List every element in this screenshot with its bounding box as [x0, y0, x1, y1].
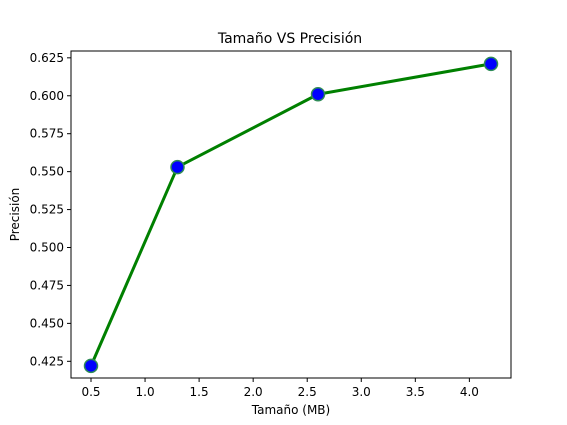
- x-axis-label: Tamaño (MB): [251, 403, 330, 417]
- x-tick-label: 0.5: [81, 385, 100, 399]
- data-point: [83, 358, 99, 374]
- y-tick-label: 0.450: [30, 316, 64, 330]
- y-tick-label: 0.525: [30, 203, 64, 217]
- data-point: [483, 56, 499, 72]
- y-tick-label: 0.550: [30, 165, 64, 179]
- data-point: [170, 159, 185, 175]
- x-tick-label: 2.5: [298, 385, 317, 399]
- data-point: [310, 86, 326, 102]
- plot-area: [83, 56, 499, 374]
- plot-frame: [70, 50, 512, 379]
- y-tick-label: 0.500: [30, 241, 64, 255]
- x-axis: 0.5 1.0 1.5 2.0 2.5 3.0 3.5 4.0: [81, 378, 479, 399]
- y-tick-label: 0.475: [30, 278, 64, 292]
- chart-title: Tamaño VS Precisión: [217, 31, 362, 47]
- y-axis-label: Precisión: [8, 188, 22, 242]
- x-tick-label: 1.5: [190, 385, 209, 399]
- x-tick-label: 1.0: [136, 385, 155, 399]
- series-line: [89, 62, 492, 367]
- x-tick-label: 2.0: [244, 385, 263, 399]
- x-tick-label: 4.0: [460, 385, 479, 399]
- y-axis: 0.425 0.450 0.475 0.500 0.525 0.550 0.575 0.600…: [30, 51, 71, 368]
- y-tick-label: 0.600: [30, 89, 64, 103]
- y-tick-label: 0.625: [30, 51, 64, 65]
- y-tick-label: 0.425: [30, 354, 64, 368]
- x-tick-label: 3.0: [352, 385, 371, 399]
- y-tick-label: 0.575: [30, 127, 64, 141]
- x-tick-label: 3.5: [406, 385, 425, 399]
